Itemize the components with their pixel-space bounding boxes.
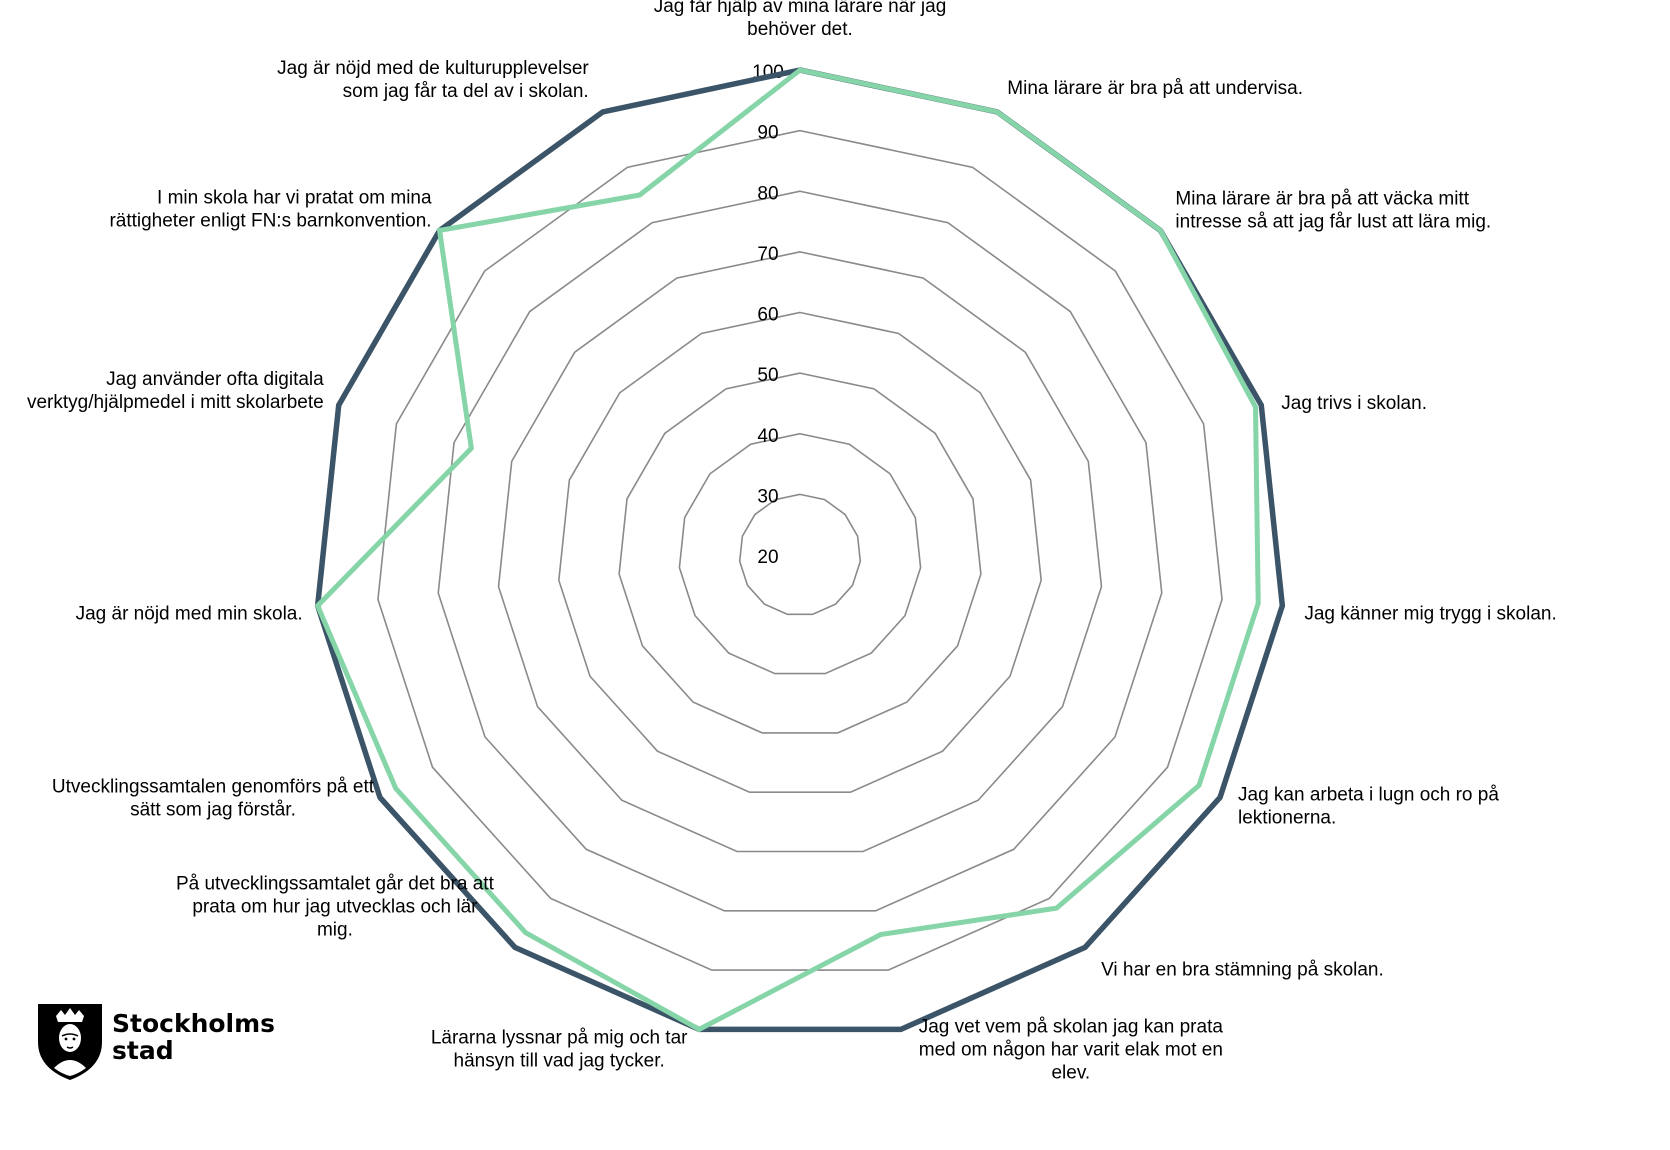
category-label: I min skola har vi pratat om mina rättigh… [109,187,432,231]
stockholms-stad-logo: Stockholms stad [34,1002,294,1082]
category-label: Jag känner mig trygg i skolan. [1304,604,1556,625]
tick-label: 20 [757,547,778,568]
logo-wordmark: Stockholms stad [112,1010,275,1064]
category-label-line: intresse så att jag får lust att lära mi… [1175,211,1491,232]
category-label-line: Jag trivs i skolan. [1281,393,1427,414]
series-line-1 [314,67,1286,1033]
category-label-line: behöver det. [747,19,853,40]
category-label: Jag använder ofta digitala verktyg/hjälpm… [27,369,324,413]
category-label-line: Lärarna lyssnar på mig och tar [431,1027,688,1048]
category-label-line: Jag kan arbeta i lugn och ro på [1238,785,1499,806]
tick-label: 50 [757,365,778,386]
category-label-line: Jag får hjälp av mina lärare när jag [654,0,947,17]
tick-label: 80 [757,183,778,204]
tick-label: 60 [757,305,778,326]
category-label: Mina lärare är bra på att väcka mitt intr… [1175,188,1491,232]
category-label: På utvecklingssamtalet går det bra att pr… [176,873,495,940]
category-label: Jag trivs i skolan. [1281,393,1427,414]
category-labels: Jag får hjälp av mina lärare när jag behö… [27,0,1557,1083]
logo-line-1: Stockholms [112,1009,276,1038]
tick-label: 70 [757,244,778,265]
category-label-line: Mina lärare är bra på att väcka mitt [1175,188,1469,209]
category-label-line: Mina lärare är bra på att undervisa. [1007,78,1303,99]
logo-line-2: stad [112,1036,174,1065]
category-label-line: På utvecklingssamtalet går det bra att [176,873,495,894]
grid-ring-70 [497,251,1103,853]
category-label: Jag är nöjd med de kulturupplevelser som … [277,58,589,102]
tick-label: 90 [757,123,778,144]
category-label-line: Jag vet vem på skolan jag kan prata [919,1016,1224,1037]
category-label-line: lektionerna. [1238,808,1336,829]
category-label-line: med om någon har varit elak mot en [919,1039,1223,1060]
series-line-2 [314,67,1261,1033]
category-label-line: Jag använder ofta digitala [106,369,324,390]
category-label-line: Utvecklingssamtalen genomförs på ett [52,777,375,798]
radar-series [314,67,1286,1033]
category-label-line: Jag känner mig trygg i skolan. [1304,604,1556,625]
category-label-line: mig. [317,919,353,940]
category-label-line: prata om hur jag utvecklas och lär [192,896,478,917]
grid-ring-90 [377,129,1223,971]
city-crest-icon [38,1004,102,1080]
category-label-line: I min skola har vi pratat om mina [157,187,432,208]
grid-ring-80 [437,190,1163,912]
category-label-line: Vi har en bra stämning på skolan. [1101,959,1384,980]
grid-ring-60 [558,311,1042,794]
category-label: Lärarna lyssnar på mig och tar hänsyn til… [431,1027,688,1071]
category-label: Jag är nöjd med min skola. [76,604,303,625]
category-label-line: rättigheter enligt FN:s barnkonvention. [109,210,431,231]
category-label: Mina lärare är bra på att undervisa. [1007,78,1303,99]
category-label: Jag vet vem på skolan jag kan prata med o… [919,1016,1224,1083]
category-label: Jag får hjälp av mina lärare när jag behö… [654,0,947,40]
category-label-line: hänsyn till vad jag tycker. [454,1050,665,1071]
category-label: Utvecklingssamtalen genomförs på ett sätt… [52,777,375,821]
category-label-line: som jag får ta del av i skolan. [343,81,589,102]
grid-ring-30 [738,493,862,616]
grid-ring-50 [618,372,982,734]
category-label-line: Jag är nöjd med min skola. [76,604,303,625]
category-label-line: elev. [1051,1062,1090,1083]
grid-ring-40 [678,432,922,675]
tick-label: 30 [757,486,778,507]
tick-label: 40 [757,426,778,447]
category-label-line: Jag är nöjd med de kulturupplevelser [277,58,589,79]
category-label-line: verktyg/hjälpmedel i mitt skolarbete [27,392,324,413]
category-label-line: sätt som jag förstår. [130,800,296,821]
category-label: Jag kan arbeta i lugn och ro på lektioner… [1238,785,1499,829]
category-label: Vi har en bra stämning på skolan. [1101,959,1384,980]
